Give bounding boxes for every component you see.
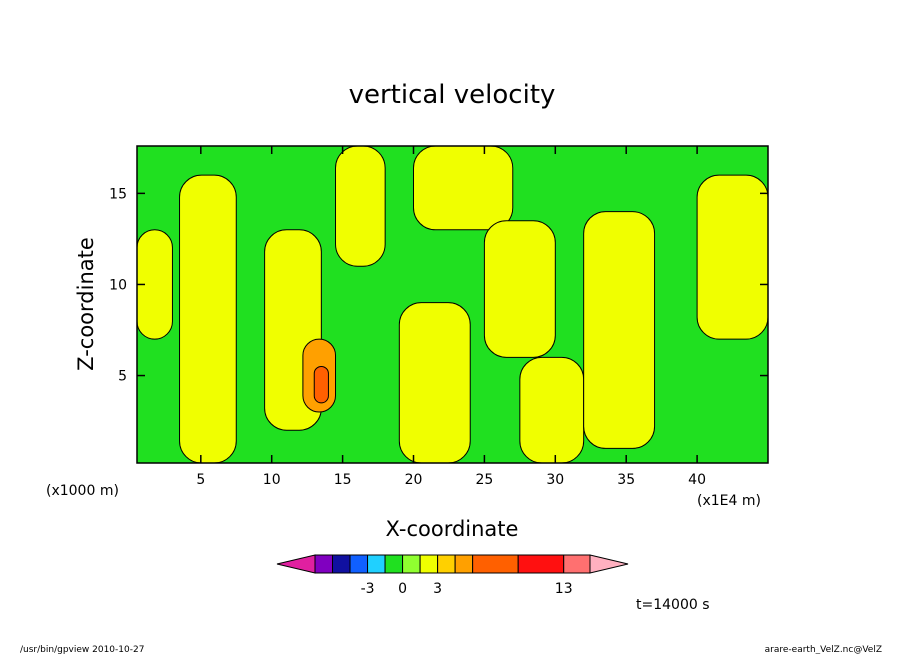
colorbar-low-arrow	[276, 554, 316, 574]
colorbar-swatch	[517, 554, 565, 574]
chart-title: vertical velocity	[349, 80, 556, 110]
plot-frame	[136, 145, 769, 464]
x-axis-label: X-coordinate	[386, 517, 519, 541]
region-positive-4	[398, 302, 471, 463]
colorbar-swatch	[419, 554, 439, 574]
colorbar-swatch	[402, 554, 421, 574]
colorbar-swatch	[349, 554, 369, 574]
y-tick-label: 5	[118, 369, 127, 385]
region-positive-8	[583, 211, 656, 449]
x-unit-right: (x1E4 m)	[697, 493, 761, 509]
colorbar-ticks: -3 0 3 13	[361, 581, 573, 597]
colorbar-tick-label: 3	[433, 581, 442, 597]
x-axis: 5 10 15 20 25 30 35 40	[196, 146, 706, 488]
x-tick-label: 10	[263, 472, 281, 488]
region-positive-6	[483, 220, 556, 358]
footer-left: /usr/bin/gpview 2010-10-27	[20, 645, 144, 654]
region-positive-3	[335, 146, 386, 267]
colorbar	[276, 554, 629, 574]
footer-right: arare-earth_VelZ.nc@VelZ	[765, 645, 882, 654]
colorbar-high-arrow	[589, 554, 629, 574]
y-tick-label: 10	[109, 277, 127, 293]
x-tick-label: 5	[196, 472, 205, 488]
colorbar-swatch	[314, 554, 334, 574]
y-axis: 5 10 15	[109, 186, 768, 385]
region-positive-5	[413, 146, 514, 231]
x-tick-label: 30	[546, 472, 564, 488]
region-positive-9	[696, 174, 768, 340]
colorbar-swatch	[563, 554, 591, 574]
time-annotation: t=14000 s	[636, 597, 710, 613]
x-tick-label: 25	[475, 472, 493, 488]
y-tick-label: 15	[109, 186, 127, 202]
contour-regions	[137, 146, 768, 463]
colorbar-swatch	[367, 554, 386, 574]
colorbar-swatch	[384, 554, 404, 574]
region-strong-11	[313, 365, 329, 404]
x-tick-label: 20	[405, 472, 423, 488]
colorbar-tick-label: 0	[398, 581, 407, 597]
colorbar-tick-label: -3	[361, 581, 375, 597]
x-tick-label: 35	[617, 472, 635, 488]
y-axis-label: Z-coordinate	[74, 237, 98, 371]
colorbar-swatch	[332, 554, 351, 574]
region-positive-1	[179, 174, 237, 463]
colorbar-swatch	[454, 554, 474, 574]
plot-area: 5 10 15 20 25 30 35 40 5 10 15	[109, 145, 769, 488]
colorbar-swatch	[472, 554, 519, 574]
colorbar-tick-label: 13	[555, 581, 573, 597]
x-tick-label: 15	[334, 472, 352, 488]
colorbar-swatch	[437, 554, 456, 574]
x-tick-label: 40	[688, 472, 706, 488]
region-positive-0	[137, 229, 173, 340]
region-positive-7	[519, 356, 585, 463]
x-unit-left: (x1000 m)	[46, 483, 119, 499]
